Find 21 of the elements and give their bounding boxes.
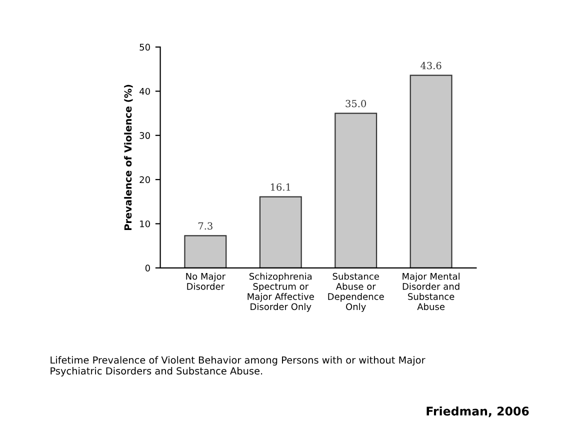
y-axis-title: Prevalence of Violence (%) bbox=[124, 84, 133, 230]
y-tick-label: 40 bbox=[140, 88, 150, 95]
y-tick-label: 0 bbox=[145, 264, 150, 272]
text: Friedman, 2006 bbox=[426, 406, 529, 418]
x-tick-label: Substance Abuse or Dependence Only bbox=[328, 272, 384, 312]
data-label: 35.0 bbox=[346, 100, 366, 108]
x-tick-label: Schizophrenia Spectrum or Major Affective Disorder Only bbox=[248, 272, 314, 312]
y-tick-label: 30 bbox=[140, 132, 150, 139]
y-tick-label: 10 bbox=[140, 220, 150, 228]
y-tick-label: 20 bbox=[140, 176, 150, 184]
data-label: 7.3 bbox=[198, 222, 212, 230]
text: Lifetime Prevalence of Violent Behavior among Persons with or without Major Psychiatric Disorders and Substance Abuse. bbox=[50, 356, 426, 376]
bar bbox=[334, 112, 378, 268]
bar bbox=[410, 74, 452, 268]
bar bbox=[259, 196, 302, 268]
x-tick-label: No Major Disorder bbox=[186, 272, 226, 290]
x-tick-label: Major Mental Disorder and Substance Abuse bbox=[402, 272, 460, 310]
data-label: 43.6 bbox=[420, 62, 442, 70]
bar bbox=[184, 235, 227, 268]
y-tick-label: 50 bbox=[140, 44, 150, 51]
data-label: 16.1 bbox=[270, 183, 290, 191]
